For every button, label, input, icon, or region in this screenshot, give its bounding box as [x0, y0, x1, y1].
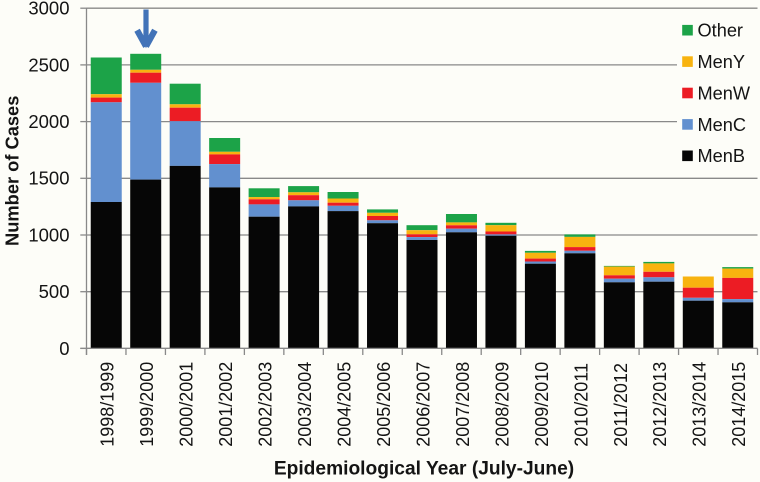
svg-text:2004/2005: 2004/2005	[334, 362, 354, 447]
svg-text:3000: 3000	[28, 0, 69, 19]
svg-text:Number of Cases: Number of Cases	[2, 96, 23, 246]
svg-text:MenW: MenW	[698, 83, 751, 103]
svg-text:2002/2003: 2002/2003	[256, 362, 276, 447]
svg-text:0: 0	[59, 338, 69, 359]
svg-text:1000: 1000	[28, 224, 69, 245]
svg-text:500: 500	[39, 281, 70, 302]
svg-text:2010/2011: 2010/2011	[571, 363, 591, 447]
svg-text:2003/2004: 2003/2004	[295, 362, 315, 447]
svg-text:2007/2008: 2007/2008	[453, 362, 473, 447]
svg-text:MenC: MenC	[698, 115, 747, 135]
svg-text:2005/2006: 2005/2006	[374, 362, 394, 447]
svg-text:2009/2010: 2009/2010	[532, 362, 552, 447]
svg-text:2000/2001: 2000/2001	[177, 362, 197, 447]
svg-text:2013/2014: 2013/2014	[690, 362, 710, 447]
svg-text:Other: Other	[698, 21, 744, 41]
svg-text:2014/2015: 2014/2015	[729, 362, 749, 447]
svg-text:MenB: MenB	[698, 146, 746, 166]
svg-text:2001/2002: 2001/2002	[216, 362, 236, 447]
svg-text:MenY: MenY	[698, 52, 746, 72]
svg-text:1500: 1500	[28, 168, 69, 189]
svg-text:Epidemiological Year (July-Jun: Epidemiological Year (July-June)	[274, 459, 574, 480]
svg-text:2500: 2500	[28, 54, 69, 75]
svg-text:1998/1999: 1998/1999	[98, 362, 118, 447]
svg-text:2012/2013: 2012/2013	[650, 362, 670, 447]
svg-text:1999/2000: 1999/2000	[137, 362, 157, 447]
svg-text:2000: 2000	[28, 111, 69, 132]
svg-text:2008/2009: 2008/2009	[492, 362, 512, 447]
svg-text:2006/2007: 2006/2007	[413, 362, 433, 447]
svg-text:2011/2012: 2011/2012	[611, 363, 631, 447]
